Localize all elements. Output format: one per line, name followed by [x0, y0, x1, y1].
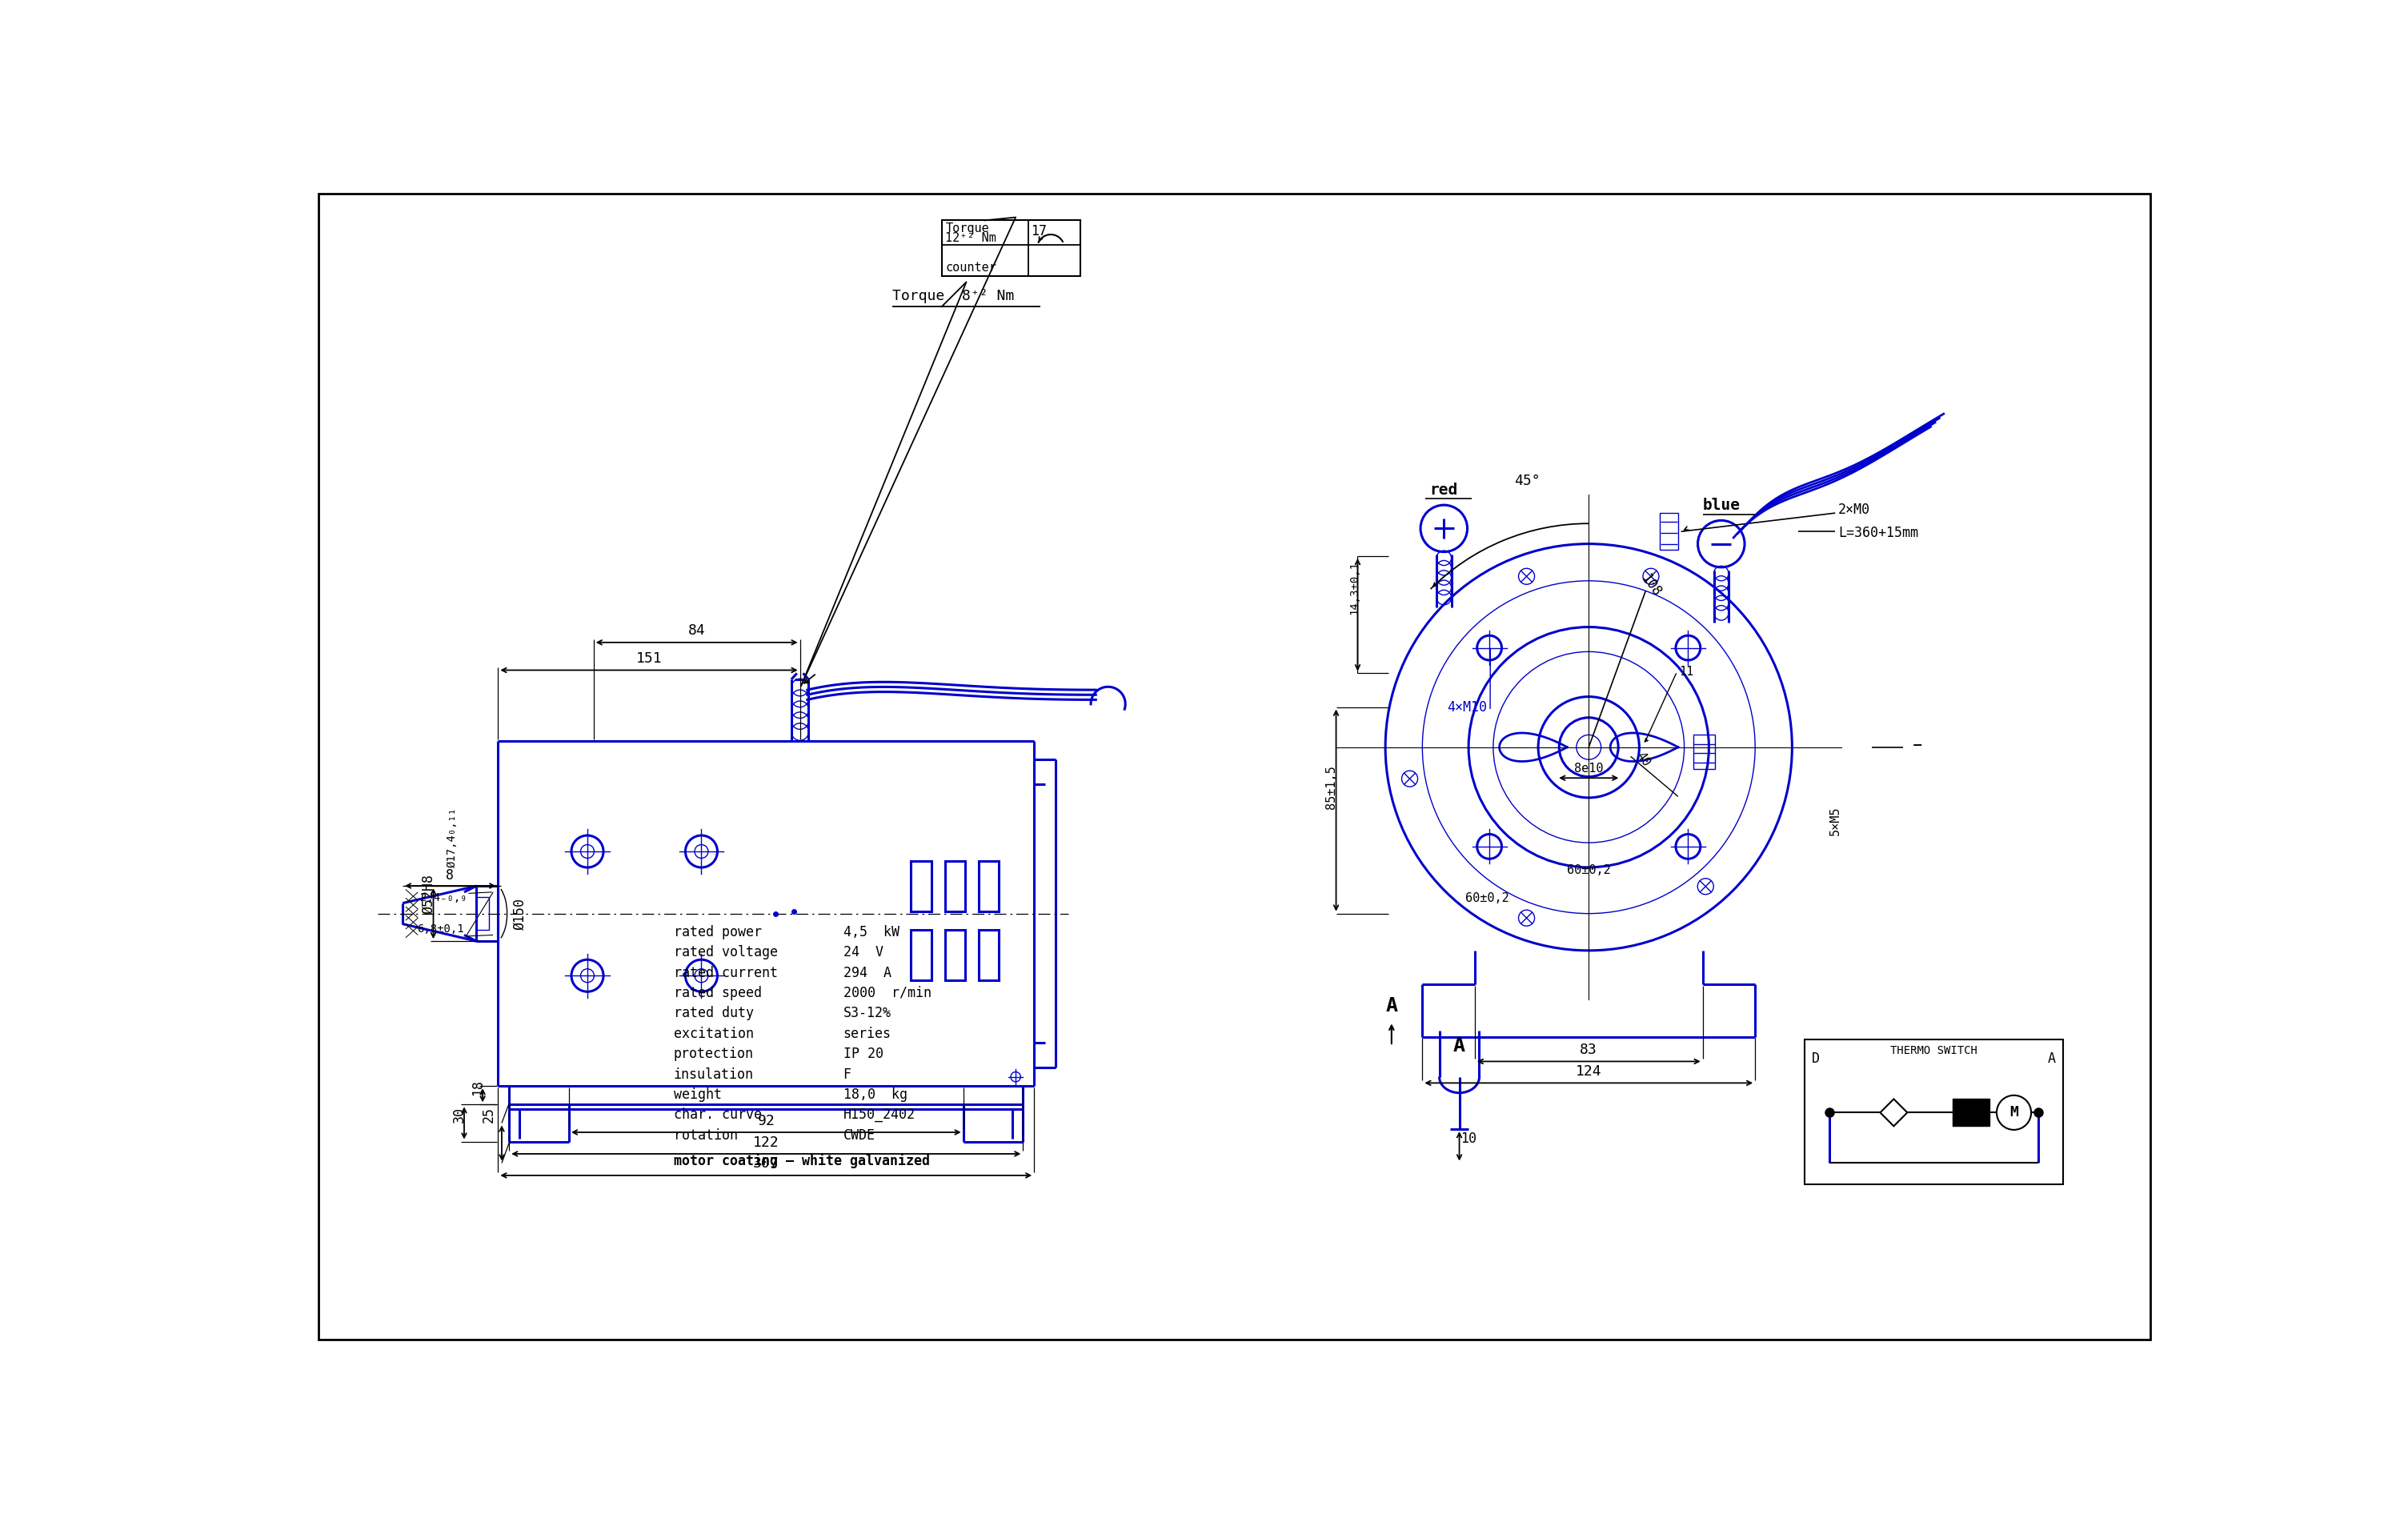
Text: weight: weight [674, 1087, 722, 1102]
Text: rated duty: rated duty [674, 1006, 754, 1020]
Text: 12⁺² Nm: 12⁺² Nm [946, 232, 997, 244]
Text: rated voltage: rated voltage [674, 946, 778, 959]
Text: blue: blue [1702, 498, 1741, 513]
Text: 30: 30 [453, 1107, 467, 1123]
Text: 8: 8 [445, 868, 455, 883]
Bar [477, 897, 489, 931]
Text: 2,4₋₀,₉: 2,4₋₀,₉ [421, 893, 467, 903]
Bar [978, 929, 999, 981]
Text: 124: 124 [1575, 1064, 1601, 1079]
Text: 18: 18 [470, 1079, 484, 1096]
Text: 2×M0: 2×M0 [1837, 502, 1871, 518]
Text: 24  V: 24 V [843, 946, 884, 959]
Text: D: D [1811, 1050, 1820, 1066]
Text: 4,5  kW: 4,5 kW [843, 924, 898, 940]
Text: 11: 11 [1678, 666, 1693, 679]
Text: –: – [1912, 736, 1922, 754]
Bar [1659, 513, 1678, 550]
Text: 84: 84 [689, 624, 706, 638]
Text: 85±1,5: 85±1,5 [1324, 765, 1336, 809]
Text: 5×M5: 5×M5 [1830, 806, 1842, 836]
Bar [1693, 735, 1714, 768]
Bar [910, 929, 932, 981]
Text: protection: protection [674, 1047, 754, 1061]
Bar [942, 220, 1081, 276]
Text: Ø52H8: Ø52H8 [421, 873, 436, 914]
Text: 25: 25 [482, 1107, 496, 1123]
Text: 294  A: 294 A [843, 965, 891, 981]
Text: A: A [2047, 1050, 2056, 1066]
Text: CWDE: CWDE [843, 1128, 874, 1143]
Text: THERMO SWITCH: THERMO SWITCH [1890, 1044, 1977, 1057]
Text: 17: 17 [1031, 225, 1047, 238]
Text: 45°: 45° [1515, 474, 1541, 489]
Text: motor coating – white galvanized: motor coating – white galvanized [674, 1154, 929, 1169]
Text: series: series [843, 1026, 891, 1041]
Text: excitation: excitation [674, 1026, 754, 1041]
Text: 60±0,2: 60±0,2 [1464, 893, 1510, 905]
Text: 6,8±0,1: 6,8±0,1 [417, 924, 465, 935]
Text: Ø17,4₀,₁₁: Ø17,4₀,₁₁ [445, 808, 458, 868]
Text: Torque  8⁺² Nm: Torque 8⁺² Nm [893, 288, 1014, 304]
Text: A: A [1385, 996, 1397, 1016]
Text: rated speed: rated speed [674, 985, 761, 1000]
Text: 4×M10: 4×M10 [1447, 700, 1488, 715]
Text: 108: 108 [1637, 571, 1664, 600]
Bar [978, 861, 999, 911]
Bar [944, 929, 966, 981]
Text: rated power: rated power [674, 924, 761, 940]
Text: 2000  r/min: 2000 r/min [843, 985, 932, 1000]
Text: A: A [1454, 1037, 1466, 1055]
Text: F: F [843, 1067, 850, 1081]
Text: M: M [2011, 1105, 2018, 1120]
Text: H150_2402: H150_2402 [843, 1108, 915, 1122]
Bar [1953, 1099, 1989, 1126]
Text: 307: 307 [754, 1157, 780, 1170]
Text: char. curve: char. curve [674, 1108, 761, 1122]
Text: 18,0  kg: 18,0 kg [843, 1087, 908, 1102]
Text: S3-12%: S3-12% [843, 1006, 891, 1020]
Text: 122: 122 [754, 1135, 780, 1149]
Bar [1804, 1040, 2064, 1184]
Bar [910, 861, 932, 911]
Text: rated current: rated current [674, 965, 778, 981]
Text: insulation: insulation [674, 1067, 754, 1081]
Text: IP 20: IP 20 [843, 1047, 884, 1061]
Text: Ø150: Ø150 [513, 897, 527, 929]
Text: 60±0,2: 60±0,2 [1568, 864, 1611, 876]
Text: 40: 40 [1633, 750, 1652, 770]
Text: 92: 92 [759, 1114, 775, 1128]
Bar [944, 861, 966, 911]
Text: 151: 151 [636, 651, 662, 666]
Text: L=360+15mm: L=360+15mm [1837, 525, 1919, 540]
Text: 14,3±0,1: 14,3±0,1 [1348, 562, 1361, 615]
Text: red: red [1430, 483, 1457, 498]
Text: rotation: rotation [674, 1128, 737, 1143]
Text: Torque: Torque [946, 223, 990, 235]
Text: 10: 10 [1462, 1131, 1476, 1146]
Text: counter: counter [946, 263, 997, 273]
Text: 83: 83 [1580, 1043, 1597, 1057]
Text: 8e10: 8e10 [1575, 764, 1604, 774]
